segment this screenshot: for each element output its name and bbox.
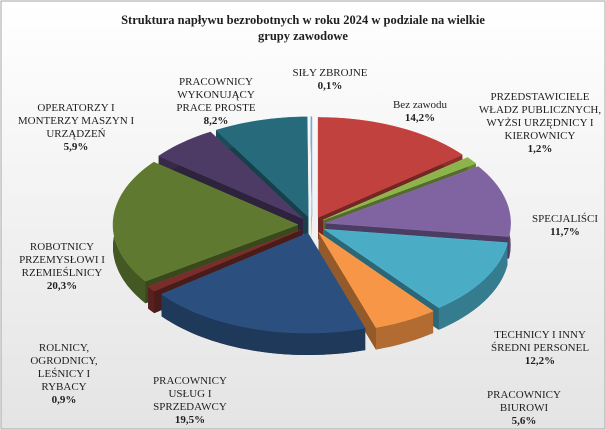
data-label-value: 5,9% — [64, 141, 89, 153]
data-label-name: ROBOTNICY PRZEMYSŁOWI I RZEMIEŚLNICY — [19, 241, 105, 279]
slice-top — [147, 229, 301, 292]
slice-wall — [318, 232, 376, 350]
data-label-value: 0,9% — [52, 394, 77, 406]
slice-side — [375, 311, 434, 350]
chart-title: Struktura napływu bezrobotnych w roku 20… — [121, 13, 485, 43]
data-label-value: 0,1% — [318, 80, 343, 92]
slice-top — [323, 157, 477, 221]
data-label-name: PRACOWNICY USŁUG I SPRZEDAWCY — [153, 375, 227, 413]
slice — [160, 232, 366, 355]
data-label-name: PRACOWNICY WYKONUJĄCY PRACE PROSTE — [176, 76, 255, 114]
data-label-name: PRZEDSTAWICIELE WŁADZ PUBLICZNYCH, WYŻSI U… — [479, 91, 601, 142]
slice-top — [323, 228, 508, 308]
slice-top — [158, 131, 304, 219]
slice-top — [310, 116, 313, 217]
slice-top — [318, 232, 434, 328]
slice-top — [215, 116, 309, 218]
data-label-value: 8,2% — [204, 115, 229, 127]
slice-side — [438, 242, 508, 330]
data-label-name: SPECJALIŚCI — [532, 213, 598, 225]
data-label-value: 11,7% — [550, 226, 580, 238]
data-label-name: TECHNICY I INNY ŚREDNI PERSONEL — [491, 329, 589, 354]
slice-side — [148, 286, 155, 314]
data-label-name: Bez zawodu — [393, 99, 448, 111]
slice-top — [160, 232, 366, 334]
data-label-value: 20,3% — [47, 280, 77, 292]
data-label-value: 12,2% — [525, 355, 555, 367]
data-label-value: 19,5% — [175, 414, 205, 426]
slice-top — [317, 117, 463, 218]
pie — [112, 116, 511, 355]
slice — [318, 232, 434, 350]
slice — [310, 116, 313, 239]
slice-top — [325, 166, 511, 237]
data-label-value: 1,2% — [528, 143, 553, 155]
data-label-name: PRACOWNICY BIUROWI — [487, 389, 561, 414]
data-label-value: 5,6% — [512, 415, 537, 427]
slice-top — [112, 161, 299, 282]
data-label-name: ROLNICY, OGRODNICY, LEŚNICY I RYBACY — [30, 342, 98, 393]
data-label-name: OPERATORZY I MONTERZY MASZYN I URZĄDZEŃ — [18, 102, 135, 140]
data-label-value: 14,2% — [405, 112, 435, 124]
slice-side — [161, 294, 366, 355]
data-label-name: SIŁY ZBROJNE — [292, 67, 367, 79]
